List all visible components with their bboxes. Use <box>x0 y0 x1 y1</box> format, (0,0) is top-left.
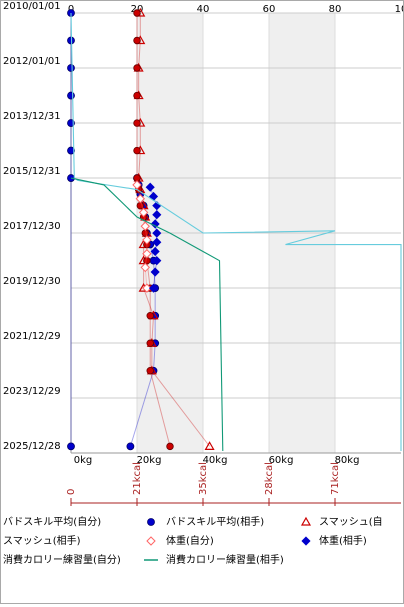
legend-label-7: 消費カロリー練習量(相手) <box>166 553 284 566</box>
series-4-point-6 <box>140 262 150 273</box>
legend-label-3: スマッシュ(相手) <box>3 534 81 547</box>
series-2-point-17 <box>204 441 215 450</box>
series-4-point-0 <box>132 180 142 190</box>
series-5-point-7 <box>150 246 160 257</box>
series-3-point-3 <box>133 91 141 100</box>
series-4-point-7 <box>142 283 152 293</box>
series-line-6 <box>70 12 402 451</box>
legend-label-2: スマッシュ(自 <box>319 515 383 528</box>
calorie-tick-label: 71kcal <box>330 462 341 495</box>
legend-swatch-5 <box>301 536 311 546</box>
series-3-point-14 <box>146 312 154 320</box>
y-tick-label: 2012/01/01 <box>3 56 61 67</box>
series-5-point-6 <box>152 237 162 247</box>
legend-label-6: 消費カロリー練習量(自分) <box>3 553 121 566</box>
series-1-point-12 <box>126 442 135 451</box>
series-line-7 <box>70 177 224 451</box>
series-5-point-3 <box>152 210 162 220</box>
legend-label-1: バドスキル平均(相手) <box>166 515 264 528</box>
legend-label-4: 体重(自分) <box>166 534 214 547</box>
bottom-tick-label: 40kg <box>203 455 228 466</box>
y-tick-label: 2013/12/31 <box>3 111 61 122</box>
series-3-point-0 <box>133 9 141 17</box>
series-0-point-5 <box>67 146 75 155</box>
y-tick-label: 2015/12/31 <box>3 166 61 177</box>
bottom-tick-label: 0kg <box>74 455 93 466</box>
y-tick-label: 2023/12/29 <box>3 386 61 397</box>
y-tick-label: 2019/12/30 <box>3 276 61 287</box>
series-5-point-8 <box>152 256 162 266</box>
series-5-point-5 <box>152 228 162 238</box>
y-tick-label: 2010/01/01 <box>3 1 61 12</box>
legend-swatch-2 <box>300 516 312 526</box>
series-5-point-9 <box>150 267 160 277</box>
y-tick-label: 2025/12/28 <box>3 441 61 452</box>
legend-label-5: 体重(相手) <box>319 534 367 547</box>
legend-swatch-1 <box>147 518 155 526</box>
series-3-point-1 <box>133 36 141 45</box>
series-3-point-15 <box>146 339 154 347</box>
series-3-point-5 <box>133 146 141 155</box>
calorie-tick-label: 35kcal <box>198 462 209 495</box>
legend-label-0: バドスキル平均(自分) <box>3 515 101 528</box>
bottom-tick-label: 20kg <box>137 455 162 466</box>
series-0-point-3 <box>67 91 75 100</box>
bottom-tick-label: 80kg <box>335 455 360 466</box>
series-4-point-1 <box>135 194 146 204</box>
series-4-point-5 <box>142 249 152 259</box>
legend-swatch-4 <box>146 536 156 546</box>
top-tick-label: 10 <box>395 4 403 15</box>
series-5-point-0 <box>145 182 155 192</box>
calorie-tick-label: 21kcal <box>132 462 143 495</box>
series-3-point-4 <box>133 119 141 127</box>
bottom-tick-label: 60kg <box>269 455 294 466</box>
series-3-point-16 <box>146 367 154 375</box>
y-tick-label: 2021/12/29 <box>3 331 61 342</box>
series-4-point-3 <box>140 221 150 231</box>
series-3-point-17 <box>166 442 174 451</box>
y-tick-label: 2017/12/30 <box>3 221 61 232</box>
series-0-point-2 <box>67 64 75 72</box>
series-4-point-2 <box>138 207 149 218</box>
top-tick-label: 80 <box>329 4 342 15</box>
series-0-point-7 <box>67 442 75 451</box>
top-tick-label: 40 <box>197 4 210 15</box>
series-5-point-4 <box>150 219 160 229</box>
series-4-point-4 <box>142 235 152 245</box>
calorie-tick-label: 0 <box>66 489 77 495</box>
series-5-point-10 <box>148 283 159 293</box>
top-tick-label: 60 <box>263 4 276 15</box>
calorie-tick-label: 28kcal <box>264 462 275 495</box>
series-3-point-2 <box>133 64 141 72</box>
